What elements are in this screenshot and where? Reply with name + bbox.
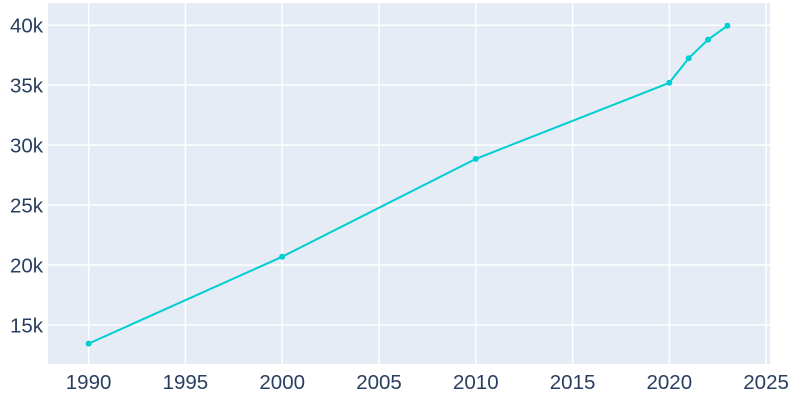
x-tick-label: 2000 xyxy=(259,371,305,394)
data-point-2021[interactable] xyxy=(685,55,692,62)
y-tick-label: 20k xyxy=(10,254,44,277)
y-tick-label: 30k xyxy=(10,134,44,157)
x-tick-label: 2005 xyxy=(356,371,402,394)
data-point-2022[interactable] xyxy=(705,36,712,43)
y-tick-label: 25k xyxy=(10,194,44,217)
plot-area xyxy=(48,3,770,364)
data-point-2023[interactable] xyxy=(724,22,731,29)
x-tick-label: 1990 xyxy=(66,371,112,394)
y-tick-label: 15k xyxy=(10,314,44,337)
data-point-2010[interactable] xyxy=(472,155,479,162)
data-point-2000[interactable] xyxy=(279,253,286,260)
x-tick-label: 2020 xyxy=(646,371,692,394)
y-tick-label: 35k xyxy=(10,75,44,98)
x-tick-label: 2025 xyxy=(743,371,789,394)
x-tick-label: 2010 xyxy=(453,371,499,394)
data-point-2020[interactable] xyxy=(666,79,673,86)
data-point-1990[interactable] xyxy=(85,340,92,347)
x-tick-label: 2015 xyxy=(550,371,596,394)
x-tick-label: 1995 xyxy=(163,371,209,394)
y-tick-label: 40k xyxy=(10,15,44,38)
